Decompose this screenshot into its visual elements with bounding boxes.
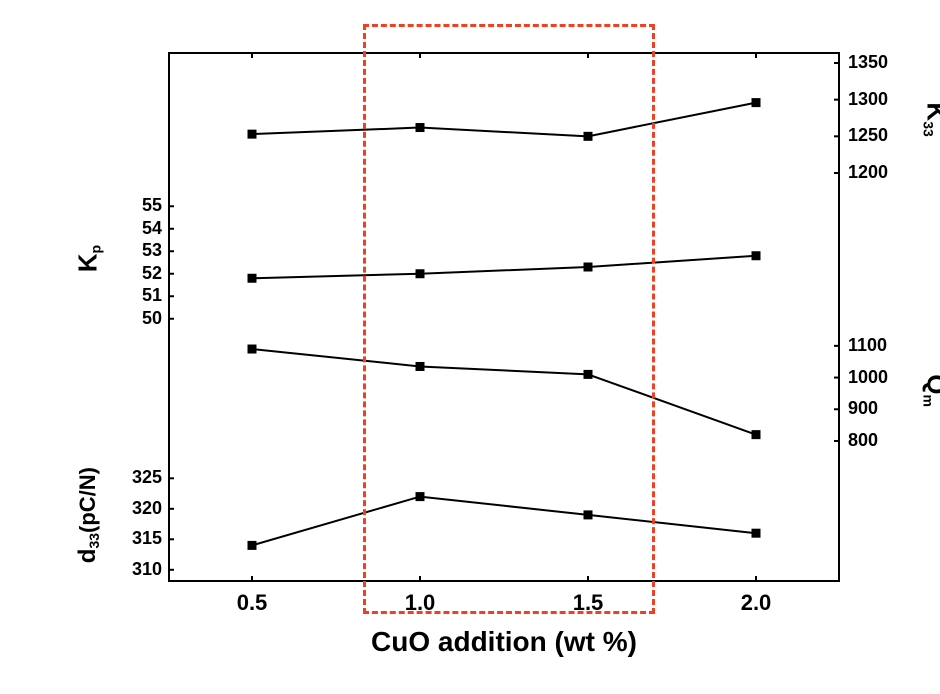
chart-container: 0.51.01.52.01200125013001350K33505152535… xyxy=(0,0,940,694)
d33-axis-label: d33(pC/N) xyxy=(74,435,102,595)
x-axis-label: CuO addition (wt %) xyxy=(334,626,674,658)
Kp-axis-label: Kp xyxy=(72,218,103,298)
K33-axis-label: K33 xyxy=(920,89,940,149)
plot-svg xyxy=(0,0,940,694)
Qm-axis-label: Qm xyxy=(920,361,940,421)
